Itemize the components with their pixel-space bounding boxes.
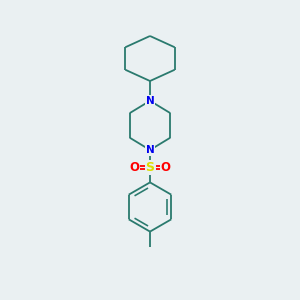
Text: S: S — [146, 161, 154, 174]
Text: O: O — [160, 161, 171, 174]
Text: N: N — [146, 96, 154, 106]
Text: O: O — [129, 161, 140, 174]
Text: N: N — [146, 145, 154, 155]
